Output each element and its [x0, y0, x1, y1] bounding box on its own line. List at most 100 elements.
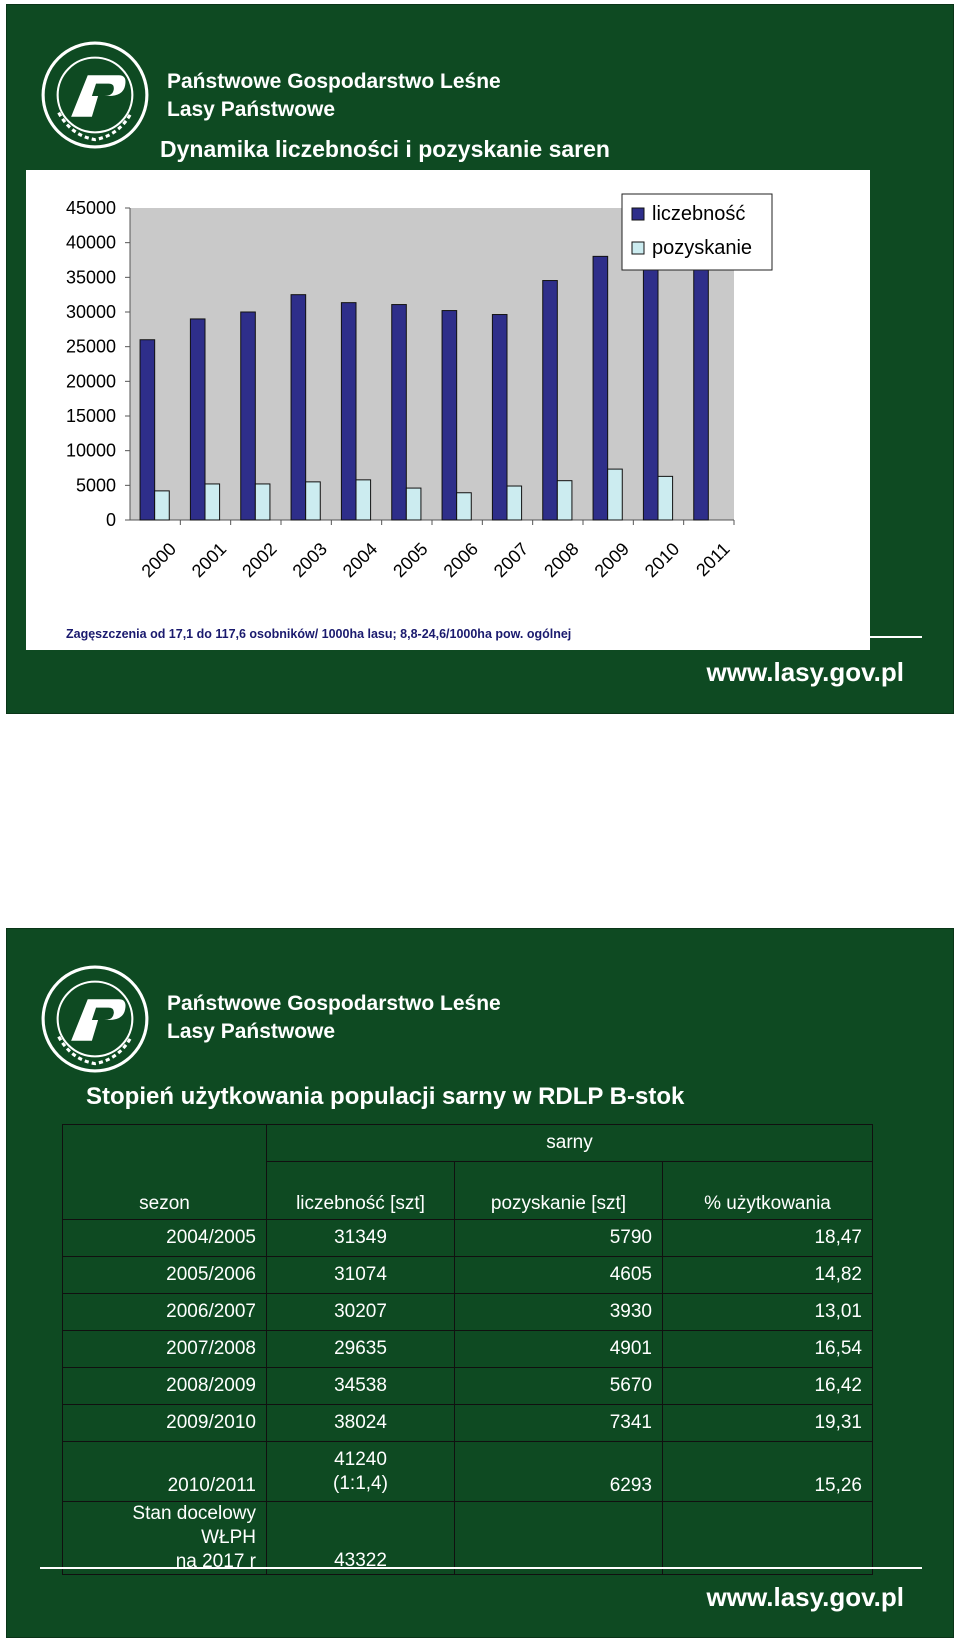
divider-line-2 [40, 1567, 922, 1569]
cell-uzytkowanie: 15,26 [662, 1441, 873, 1502]
cell-liczebnosc: 41240 (1:1,4) [266, 1441, 455, 1502]
harvest-table: sezon sarny liczebność [szt] pozyskanie … [62, 1124, 873, 1575]
x-tick-label: 2008 [540, 539, 582, 581]
header-group-sarny: sarny [266, 1124, 873, 1162]
cell-liczebnosc-ratio: (1:1,4) [333, 1472, 388, 1494]
bar-liczebnosc-2009 [592, 255, 609, 521]
cell-uzytkowanie: 13,01 [662, 1293, 873, 1331]
cell-sezon: 2008/2009 [62, 1367, 267, 1405]
cell-target-empty [662, 1501, 873, 1575]
header-uzytkowanie: % użytkowania [662, 1161, 873, 1220]
x-tick-label: 2011 [692, 539, 734, 581]
x-tick-label: 2007 [490, 539, 532, 581]
legend [621, 193, 773, 271]
bar-pozyskanie-2004 [355, 479, 372, 521]
cell-sezon: 2006/2007 [62, 1293, 267, 1331]
bar-pozyskanie-2006 [456, 492, 472, 521]
y-tick-label: 35000 [66, 267, 116, 287]
bar-liczebnosc-2005 [391, 304, 407, 521]
org-name-line1: Państwowe Gospodarstwo Leśne [167, 992, 501, 1015]
bar-pozyskanie-2005 [405, 487, 422, 521]
legend-label-0: liczebność [652, 203, 745, 225]
table-row: 2008/2009 34538 5670 16,42 [62, 1367, 873, 1405]
bar-pozyskanie-2007 [506, 485, 523, 521]
cell-uzytkowanie: 18,47 [662, 1219, 873, 1257]
cell-target-label: Stan docelowy WŁPH na 2017 r [62, 1501, 267, 1575]
cell-liczebnosc: 31074 [266, 1256, 455, 1294]
table-row: 2007/2008 29635 4901 16,54 [62, 1330, 873, 1368]
x-tick-label: 2003 [289, 539, 331, 581]
cell-target-line1: Stan docelowy WŁPH [132, 1503, 256, 1548]
bar-liczebnosc-2001 [189, 318, 206, 521]
header-sezon: sezon [62, 1124, 267, 1220]
y-tick-label: 40000 [66, 233, 116, 253]
table-row: 2006/2007 30207 3930 13,01 [62, 1293, 873, 1331]
lasy-panstwowe-logo-2 [41, 965, 149, 1073]
x-tick-label: 2004 [339, 539, 381, 581]
x-tick-label: 2000 [138, 539, 180, 581]
cell-sezon: 2007/2008 [62, 1330, 267, 1368]
y-tick-label: 30000 [66, 302, 116, 322]
bar-pozyskanie-2010 [657, 475, 674, 521]
cell-uzytkowanie: 16,42 [662, 1367, 873, 1405]
x-tick-label: 2002 [238, 539, 280, 581]
y-tick-label: 25000 [66, 337, 116, 357]
cell-sezon: 2010/2011 [62, 1441, 267, 1502]
org-name-line2: Lasy Państwowe [167, 98, 336, 121]
y-tick-label: 45000 [66, 198, 116, 218]
cell-sezon: 2005/2006 [62, 1256, 267, 1294]
slide2-title: Stopień użytkowania populacji sarny w RD… [86, 1083, 685, 1110]
legend-swatch-0 [631, 207, 645, 221]
cell-liczebnosc: 38024 [266, 1404, 455, 1442]
cell-sezon: 2009/2010 [62, 1404, 267, 1442]
divider-line [830, 636, 922, 638]
table-row: 2009/2010 38024 7341 19,31 [62, 1404, 873, 1442]
bar-liczebnosc-2003 [290, 294, 307, 521]
legend-swatch-1 [631, 241, 645, 255]
table-row: 2005/2006 31074 4605 14,82 [62, 1256, 873, 1294]
table-row: 2004/2005 31349 5790 18,47 [62, 1219, 873, 1257]
org-name-line2: Lasy Państwowe [167, 1020, 336, 1043]
table-row-target: Stan docelowy WŁPH na 2017 r 43322 [62, 1501, 873, 1575]
bar-liczebnosc-2004 [340, 302, 357, 521]
bar-liczebnosc-2008 [542, 280, 558, 521]
cell-liczebnosc: 31349 [266, 1219, 455, 1257]
bar-liczebnosc-2007 [491, 314, 508, 521]
density-footnote: Zagęszczenia od 17,1 do 117,6 osobników/… [66, 627, 572, 641]
bar-liczebnosc-2006 [441, 310, 458, 521]
bar-chart: 0 5000 10000 15000 20000 25000 30000 35000 40000… [66, 193, 773, 581]
bar-pozyskanie-2000 [154, 490, 170, 521]
org-name: Państwowe Gospodarstwo Leśne Lasy Państw… [167, 68, 501, 124]
cell-liczebnosc-value: 41240 [334, 1448, 387, 1470]
org-name-line1: Państwowe Gospodarstwo Leśne [167, 70, 501, 93]
slide1-title: Dynamika liczebności i pozyskanie saren [160, 136, 610, 162]
x-tick-label: 2001 [188, 539, 230, 581]
cell-uzytkowanie: 16,54 [662, 1330, 873, 1368]
cell-pozyskanie: 4901 [454, 1330, 663, 1368]
y-tick-label: 10000 [66, 441, 116, 461]
website-url[interactable]: www.lasy.gov.pl [706, 657, 904, 687]
website-url-2[interactable]: www.lasy.gov.pl [706, 1582, 904, 1612]
y-tick-label: 5000 [76, 475, 116, 495]
bar-liczebnosc-2000 [139, 339, 156, 521]
bar-pozyskanie-2009 [607, 468, 623, 521]
cell-liczebnosc: 34538 [266, 1367, 455, 1405]
cell-target-empty [454, 1501, 663, 1575]
table-row-2010: 2010/2011 41240 (1:1,4) 6293 15,26 [62, 1441, 873, 1502]
cell-liczebnosc: 29635 [266, 1330, 455, 1368]
bar-pozyskanie-2008 [556, 480, 573, 521]
legend-label-1: pozyskanie [652, 237, 752, 259]
cell-uzytkowanie: 14,82 [662, 1256, 873, 1294]
cell-pozyskanie: 6293 [454, 1441, 663, 1502]
bar-pozyskanie-2003 [305, 481, 321, 521]
cell-uzytkowanie: 19,31 [662, 1404, 873, 1442]
bar-pozyskanie-2002 [254, 483, 271, 521]
cell-pozyskanie: 5670 [454, 1367, 663, 1405]
bar-liczebnosc-2010 [642, 233, 659, 521]
x-tick-label: 2006 [440, 539, 482, 581]
x-tick-label: 2005 [389, 539, 431, 581]
chart-panel: 0 5000 10000 15000 20000 25000 30000 35000 40000… [26, 170, 870, 650]
y-tick-label: 0 [106, 510, 116, 530]
cell-target-liczebnosc: 43322 [266, 1501, 455, 1575]
x-tick-label: 2010 [641, 539, 683, 581]
